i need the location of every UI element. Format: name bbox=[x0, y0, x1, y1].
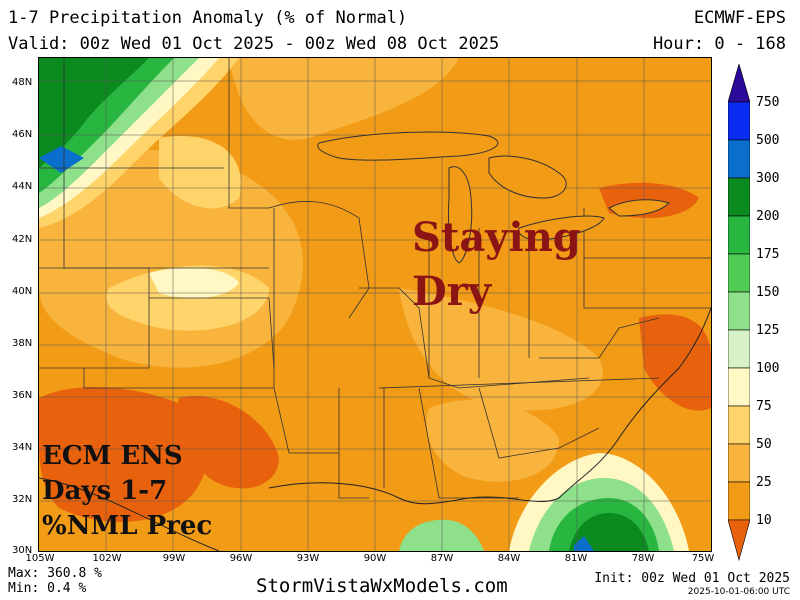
lon-label-102w: 102W bbox=[92, 553, 122, 564]
annotation-ecm-ens: ECM ENS bbox=[42, 441, 183, 471]
colorbar-bin-25-50 bbox=[728, 443, 750, 483]
lon-label-78w: 78W bbox=[631, 553, 655, 564]
map-canvas bbox=[39, 58, 711, 551]
colorbar-bin-125-150 bbox=[728, 291, 750, 331]
annotation-nml-prec: %NML Prec bbox=[42, 511, 213, 541]
colorbar-bottom-arrow bbox=[728, 519, 750, 562]
dark-orange-virginia bbox=[639, 314, 711, 411]
lat-label-30n: 30N bbox=[12, 545, 33, 556]
graticule bbox=[39, 58, 711, 551]
map-title: 1-7 Precipitation Anomaly (% of Normal) bbox=[8, 8, 408, 28]
lon-label-105w: 105W bbox=[25, 553, 55, 564]
colorbar-bin-50-75 bbox=[728, 405, 750, 445]
lat-label-46n: 46N bbox=[12, 129, 33, 140]
lat-label-32n: 32N bbox=[12, 494, 33, 505]
forecast-hour-range: Hour: 0 - 168 bbox=[652, 34, 786, 54]
lat-label-48n: 48N bbox=[12, 77, 33, 88]
colorbar-label-300: 300 bbox=[756, 171, 780, 186]
colorbar-bin-300-500 bbox=[728, 139, 750, 179]
lat-label-34n: 34N bbox=[12, 442, 33, 453]
colorbar-bin-10-25 bbox=[728, 481, 750, 521]
blue-nw-pocket bbox=[39, 146, 84, 173]
colorbar-label-10: 10 bbox=[756, 513, 772, 528]
valid-period: Valid: 00z Wed 01 Oct 2025 - 00z Wed 08 … bbox=[8, 34, 500, 54]
colorbar-label-750: 750 bbox=[756, 95, 780, 110]
colorbar-top-arrow bbox=[728, 64, 750, 103]
lat-label-42n: 42N bbox=[12, 234, 33, 245]
colorbar-bin-150-175 bbox=[728, 253, 750, 293]
max-value: Max: 360.8 % bbox=[8, 566, 102, 581]
colorbar-label-75: 75 bbox=[756, 399, 772, 414]
light-orange-north bbox=[229, 58, 459, 140]
state-boundaries bbox=[39, 58, 711, 499]
lon-label-99w: 99W bbox=[162, 553, 186, 564]
dark-orange-texas-2 bbox=[176, 396, 279, 489]
annotation-staying: Staying bbox=[412, 214, 581, 261]
colorbar-label-500: 500 bbox=[756, 133, 780, 148]
lat-label-38n: 38N bbox=[12, 338, 33, 349]
colorbar-bin-75-100 bbox=[728, 367, 750, 407]
dark-green-nw bbox=[39, 58, 149, 168]
init-time: Init: 00z Wed 01 Oct 2025 bbox=[594, 571, 790, 586]
colorbar-label-100: 100 bbox=[756, 361, 780, 376]
colorbar bbox=[728, 64, 750, 562]
light-orange-ohio-valley bbox=[399, 288, 603, 411]
blue-florida-pocket bbox=[574, 536, 594, 551]
colorbar-label-25: 25 bbox=[756, 475, 772, 490]
colorbar-bin-175-200 bbox=[728, 215, 750, 255]
lon-label-93w: 93W bbox=[296, 553, 320, 564]
colorbar-bin-200-300 bbox=[728, 177, 750, 217]
lat-label-40n: 40N bbox=[12, 286, 33, 297]
lon-label-90w: 90W bbox=[363, 553, 387, 564]
min-value: Min: 0.4 % bbox=[8, 581, 87, 596]
coastline bbox=[39, 307, 711, 551]
pale-kansas bbox=[149, 267, 239, 299]
annotation-days: Days 1-7 bbox=[42, 476, 168, 506]
precip-anomaly-map bbox=[38, 57, 712, 552]
colorbar-bin-500-750 bbox=[728, 101, 750, 141]
colorbar-bin-100-125 bbox=[728, 329, 750, 369]
lon-label-87w: 87W bbox=[430, 553, 454, 564]
dark-green-florida bbox=[569, 513, 649, 551]
dark-orange-texas bbox=[39, 387, 208, 522]
lon-label-75w: 75W bbox=[691, 553, 715, 564]
lon-label-96w: 96W bbox=[229, 553, 253, 564]
colorbar-label-175: 175 bbox=[756, 247, 780, 262]
lon-label-81w: 81W bbox=[564, 553, 588, 564]
site-watermark: StormVistaWxModels.com bbox=[256, 575, 508, 597]
generation-timestamp: 2025-10-01-06:00 UTC bbox=[687, 587, 790, 597]
colorbar-label-200: 200 bbox=[756, 209, 780, 224]
yellow-dakotas bbox=[159, 136, 241, 209]
light-orange-southeast bbox=[426, 399, 559, 482]
colorbar-label-50: 50 bbox=[756, 437, 772, 452]
model-name: ECMWF-EPS bbox=[693, 8, 786, 28]
lon-label-84w: 84W bbox=[497, 553, 521, 564]
lat-label-36n: 36N bbox=[12, 390, 33, 401]
colorbar-label-150: 150 bbox=[756, 285, 780, 300]
annotation-dry: Dry bbox=[412, 268, 492, 315]
green-gulf-coast bbox=[399, 519, 484, 551]
great-lakes bbox=[317, 131, 670, 264]
lat-label-44n: 44N bbox=[12, 181, 33, 192]
colorbar-label-125: 125 bbox=[756, 323, 780, 338]
